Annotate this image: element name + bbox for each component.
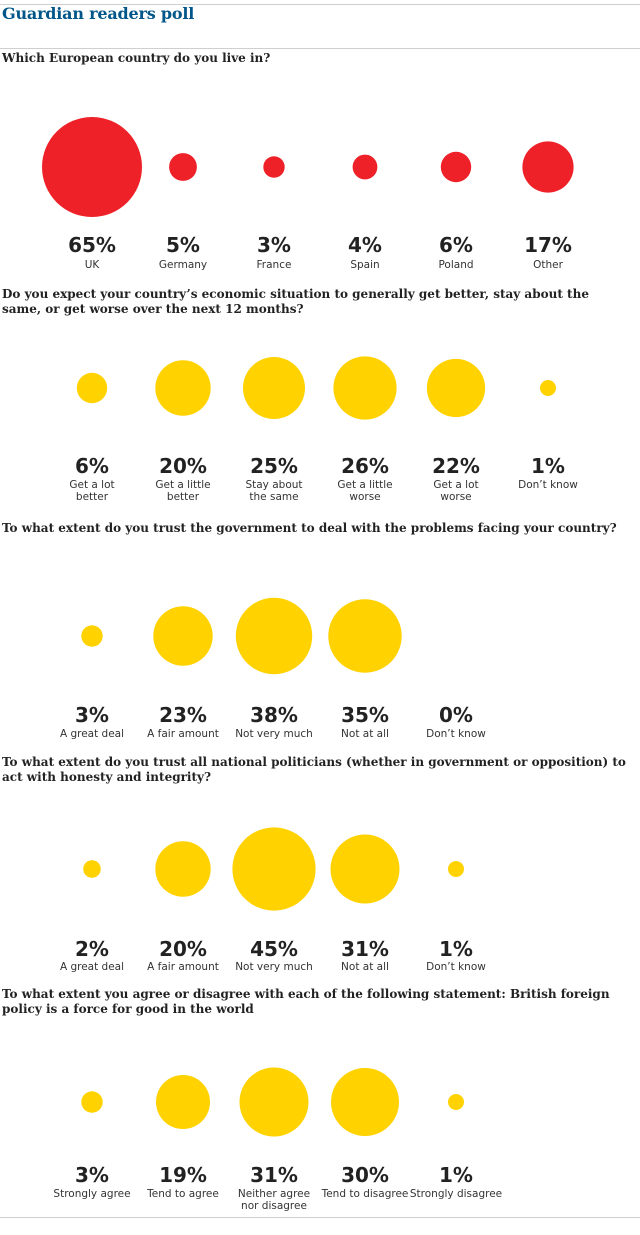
bubble-4-4 bbox=[330, 834, 400, 904]
value-label-3-5: 0% bbox=[439, 703, 473, 727]
category-label-4-3: Not very much bbox=[235, 961, 313, 973]
question-5: To what extent you agree or disagree wit… bbox=[2, 987, 610, 1016]
value-label-1-3: 3% bbox=[257, 233, 291, 257]
bubble-chart-3 bbox=[81, 597, 402, 675]
question-3: To what extent do you trust the governme… bbox=[2, 521, 617, 535]
category-label-4-2: A fair amount bbox=[147, 961, 219, 973]
category-label-5-4: Tend to disagree bbox=[321, 1188, 409, 1200]
bubble-chart-1 bbox=[42, 117, 574, 217]
bubble-2-4 bbox=[333, 356, 397, 420]
category-label-4-5: Don’t know bbox=[426, 961, 486, 973]
value-label-3-3: 38% bbox=[250, 703, 298, 727]
value-label-4-5: 1% bbox=[439, 937, 473, 961]
bubble-chart-4 bbox=[83, 827, 464, 911]
value-label-2-5: 22% bbox=[432, 454, 480, 478]
category-label-4-4: Not at all bbox=[341, 961, 389, 973]
bubble-4-3 bbox=[232, 827, 316, 911]
category-label-2-6: Don’t know bbox=[518, 479, 578, 491]
bubble-4-1 bbox=[83, 860, 101, 878]
bubble-1-2 bbox=[169, 153, 197, 181]
category-label-3-2: A fair amount bbox=[147, 728, 219, 740]
value-label-5-3: 31% bbox=[250, 1163, 298, 1187]
bubble-3-4 bbox=[328, 599, 402, 673]
category-label-4-1: A great deal bbox=[59, 961, 125, 973]
value-label-4-2: 20% bbox=[159, 937, 207, 961]
bubble-4-5 bbox=[448, 861, 464, 877]
bubble-2-2 bbox=[155, 360, 211, 416]
bottom-rule bbox=[0, 1217, 640, 1218]
value-label-4-3: 45% bbox=[250, 937, 298, 961]
value-label-2-3: 25% bbox=[250, 454, 298, 478]
bubble-1-5 bbox=[440, 151, 472, 183]
bubble-2-1 bbox=[76, 372, 108, 404]
value-label-3-4: 35% bbox=[341, 703, 389, 727]
value-label-5-1: 3% bbox=[75, 1163, 109, 1187]
bubble-3-2 bbox=[153, 606, 213, 666]
value-label-2-4: 26% bbox=[341, 454, 389, 478]
value-label-2-2: 20% bbox=[159, 454, 207, 478]
value-label-1-1: 65% bbox=[68, 233, 116, 257]
category-label-1-2: Germany bbox=[158, 259, 208, 271]
category-label-5-5: Strongly disagree bbox=[409, 1188, 503, 1200]
bubble-chart-2 bbox=[76, 356, 556, 420]
bubble-5-2 bbox=[156, 1075, 210, 1129]
category-label-5-3: Neither agree nor disagree bbox=[237, 1188, 311, 1212]
bubble-1-1 bbox=[42, 117, 142, 217]
value-label-1-5: 6% bbox=[439, 233, 473, 257]
question-2: Do you expect your country’s economic si… bbox=[2, 287, 589, 316]
category-label-2-5: Get a lot worse bbox=[433, 479, 479, 503]
bubble-1-6 bbox=[522, 141, 574, 193]
value-label-2-6: 1% bbox=[531, 454, 565, 478]
question-1: Which European country do you live in? bbox=[2, 51, 271, 65]
category-label-3-4: Not at all bbox=[341, 728, 389, 740]
question-4: To what extent do you trust all national… bbox=[2, 755, 626, 784]
value-label-5-2: 19% bbox=[159, 1163, 207, 1187]
bubble-2-6 bbox=[540, 380, 556, 396]
category-label-1-6: Other bbox=[533, 259, 563, 271]
bubble-2-3 bbox=[243, 357, 305, 419]
category-label-5-1: Strongly agree bbox=[53, 1188, 131, 1200]
category-label-1-5: Poland bbox=[438, 259, 474, 271]
value-label-2-1: 6% bbox=[75, 454, 109, 478]
value-label-5-5: 1% bbox=[439, 1163, 473, 1187]
value-label-4-1: 2% bbox=[75, 937, 109, 961]
bubble-2-5 bbox=[426, 358, 486, 418]
bubble-1-4 bbox=[352, 154, 378, 180]
value-label-1-6: 17% bbox=[524, 233, 572, 257]
category-label-2-4: Get a little worse bbox=[337, 479, 393, 503]
value-label-1-2: 5% bbox=[166, 233, 200, 257]
category-label-2-1: Get a lot better bbox=[69, 479, 115, 503]
value-label-3-1: 3% bbox=[75, 703, 109, 727]
bubble-5-1 bbox=[81, 1091, 103, 1113]
bubble-5-4 bbox=[331, 1068, 399, 1136]
category-label-3-5: Don’t know bbox=[426, 728, 486, 740]
top-rule bbox=[0, 4, 640, 5]
value-label-5-4: 30% bbox=[341, 1163, 389, 1187]
bubble-chart-5 bbox=[81, 1067, 464, 1137]
bubble-3-1 bbox=[81, 625, 103, 647]
value-label-4-4: 31% bbox=[341, 937, 389, 961]
bubble-5-3 bbox=[239, 1067, 309, 1137]
category-label-3-1: A great deal bbox=[59, 728, 125, 740]
category-label-2-3: Stay about the same bbox=[245, 479, 303, 503]
category-label-1-3: France bbox=[256, 259, 292, 271]
value-label-3-2: 23% bbox=[159, 703, 207, 727]
bubble-4-2 bbox=[155, 841, 211, 897]
value-label-1-4: 4% bbox=[348, 233, 382, 257]
category-label-3-3: Not very much bbox=[235, 728, 313, 740]
category-label-2-2: Get a little better bbox=[155, 479, 211, 503]
category-label-1-4: Spain bbox=[350, 259, 380, 271]
bubble-1-3 bbox=[263, 156, 285, 178]
title-rule bbox=[0, 48, 640, 49]
bubble-5-5 bbox=[448, 1094, 464, 1110]
bubble-3-3 bbox=[235, 597, 313, 675]
category-label-5-2: Tend to agree bbox=[147, 1188, 219, 1200]
page-title: Guardian readers poll bbox=[2, 4, 195, 23]
category-label-1-1: UK bbox=[84, 259, 100, 271]
